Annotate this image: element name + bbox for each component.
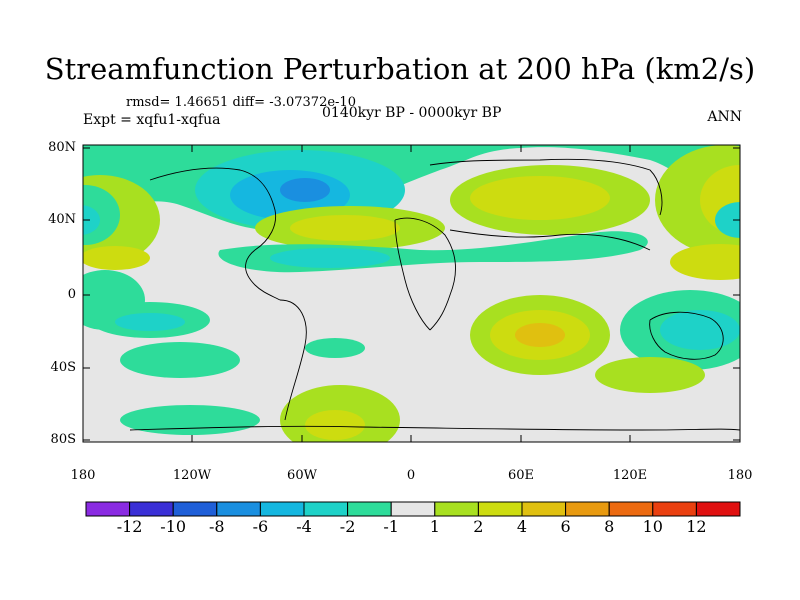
colorbar-box-15	[695, 501, 741, 517]
lat-label-eq: 0	[67, 287, 76, 302]
contour-cyan-midlat	[270, 248, 390, 268]
contour-blue-na-core	[280, 178, 330, 202]
contour-olive-atlantic	[290, 215, 400, 241]
contour-green-satl	[305, 338, 365, 358]
colorbar-box-14	[652, 501, 697, 517]
stats-text: rmsd= 1.46651 diff= -3.07372e-10	[126, 95, 356, 110]
contour-cyan-npac-west	[83, 205, 100, 235]
lat-label-40s: 40S	[50, 360, 76, 375]
colorbar-box-4	[216, 501, 261, 517]
colorbar-box-2	[129, 501, 174, 517]
contour-cyan-npac-east	[715, 202, 740, 238]
colorbar-label-8: 1	[429, 517, 440, 536]
season-label: ANN	[707, 109, 742, 125]
coastlines	[129, 158, 740, 431]
colorbar-box-5	[259, 501, 305, 517]
colorbar-label-1: -12	[116, 517, 143, 536]
axis-ticks	[82, 145, 741, 442]
colorbar-box-3	[172, 501, 218, 517]
lon-label-120w: 120W	[172, 468, 212, 483]
colorbar-box-8	[390, 501, 436, 517]
lat-label-40n: 40N	[48, 212, 76, 227]
contour-cyan-australia	[660, 310, 740, 350]
lon-label-120e: 120E	[612, 468, 648, 483]
contour-olive-eurasia	[470, 176, 610, 220]
contour-olive-ne-pac	[670, 244, 740, 280]
coast-eurasia-north	[429, 158, 663, 216]
contour-green-sepac	[120, 342, 240, 378]
colorbar	[85, 501, 741, 517]
colorbar-label-2: -10	[160, 517, 187, 536]
lon-label-180e: 180	[727, 468, 753, 483]
colorbar-box-7	[347, 501, 392, 517]
colorbar-box-13	[608, 501, 654, 517]
colorbar-label-12: 8	[604, 517, 615, 536]
map-title: Streamfunction Perturbation at 200 hPa (…	[44, 52, 756, 86]
lat-label-80s: 80S	[50, 432, 76, 447]
colorbar-label-7: -1	[383, 517, 399, 536]
lon-label-0: 0	[406, 468, 416, 483]
colorbar-box-11	[521, 501, 567, 517]
lon-label-60e: 60E	[507, 468, 535, 483]
colorbar-box-1	[85, 501, 131, 517]
colorbar-box-9	[434, 501, 479, 517]
coast-africa-east	[394, 219, 431, 331]
coast-north-america	[149, 167, 281, 301]
coast-south-america	[279, 299, 307, 421]
colorbar-box-10	[477, 501, 523, 517]
colorbar-box-12	[565, 501, 610, 517]
colorbar-box-6	[303, 501, 349, 517]
colorbar-label-9: 2	[473, 517, 484, 536]
colorbar-label-14: 12	[686, 517, 707, 536]
lon-label-180w: 180	[70, 468, 96, 483]
coast-antarctica	[129, 425, 740, 431]
coast-eurasia-south	[449, 229, 651, 251]
colorbar-label-5: -4	[296, 517, 312, 536]
coast-africa-west	[394, 217, 456, 331]
contour-cyan-spac	[115, 313, 185, 331]
contour-green-south-west	[120, 405, 260, 435]
colorbar-label-13: 10	[642, 517, 663, 536]
colorbar-label-6: -2	[339, 517, 356, 536]
colorbar-label-3: -8	[209, 517, 225, 536]
map-field	[83, 145, 740, 442]
lon-label-60w: 60W	[287, 468, 317, 483]
colorbar-label-4: -6	[252, 517, 269, 536]
period-label: 0140kyr BP - 0000kyr BP	[322, 105, 502, 121]
contour-orange-indian	[515, 323, 565, 347]
contour-olive-south	[305, 410, 365, 440]
coast-australia	[649, 311, 724, 360]
contour-yellow-s-indian	[595, 357, 705, 393]
colorbar-label-10: 4	[516, 517, 528, 536]
colorbar-label-11: 6	[560, 517, 571, 536]
lat-label-80n: 80N	[48, 140, 76, 155]
experiment-label: Expt = xqfu1-xqfua	[83, 112, 221, 128]
contour-olive-cpac	[83, 246, 150, 270]
